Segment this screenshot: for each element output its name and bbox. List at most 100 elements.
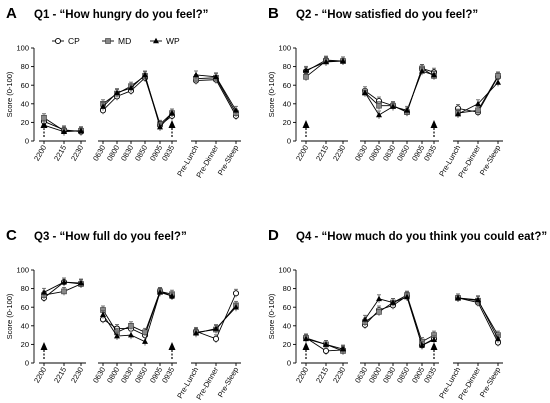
x-tick-label: 2230 — [331, 144, 347, 163]
y-axis-label: Score (0-100) — [5, 71, 14, 117]
data-point — [323, 341, 329, 347]
data-point — [41, 289, 47, 295]
data-point — [404, 293, 410, 300]
x-tick-label: 2215 — [314, 144, 330, 163]
panel-title: Q4 - “How much do you think you could ea… — [296, 231, 547, 243]
y-axis-label: Score (0-100) — [267, 71, 276, 117]
data-point — [455, 294, 461, 301]
data-point — [128, 331, 134, 338]
data-point — [213, 325, 219, 331]
series-md — [41, 279, 239, 337]
data-point — [340, 57, 346, 64]
data-point — [100, 311, 106, 317]
arrow-icon — [302, 342, 310, 350]
x-tick-label: 0630 — [353, 366, 369, 385]
data-point — [340, 345, 346, 352]
x-tick-label: 2200 — [32, 144, 48, 163]
y-tick-label: 40 — [21, 321, 29, 330]
y-axis-label: Score (0-100) — [267, 293, 276, 339]
x-tick-label: 0850 — [133, 366, 149, 385]
y-tick-label: 100 — [278, 44, 291, 53]
y-tick-label: 0 — [25, 137, 29, 146]
data-point — [495, 73, 501, 79]
arrow-icon — [168, 120, 176, 128]
x-tick-label: 0830 — [381, 366, 397, 385]
panel-d: D Q4 - “How much do you think you could e… — [267, 227, 547, 401]
x-tick-label: 2215 — [52, 144, 68, 163]
data-point — [114, 332, 120, 339]
y-tick-label: 0 — [25, 359, 29, 368]
data-point — [431, 71, 437, 78]
x-tick-label: 0935 — [160, 144, 176, 163]
series-line — [102, 291, 173, 343]
x-tick-label: 2230 — [69, 366, 85, 385]
panel-c: C Q3 - “How full do you feel?” 0 20 40 60 80 10… — [5, 227, 241, 401]
y-tick-label: 80 — [21, 62, 29, 71]
data-point — [303, 335, 309, 342]
y-tick-label: 100 — [278, 266, 291, 275]
data-point — [213, 73, 219, 80]
data-point — [362, 316, 368, 322]
data-point — [495, 79, 501, 85]
y-tick-label: 40 — [21, 99, 29, 108]
data-point — [233, 107, 239, 113]
series-cp — [302, 291, 502, 355]
panel-title: Q1 - “How hungry do you feel?” — [34, 9, 208, 21]
data-point — [303, 67, 309, 73]
x-tick-label: 2215 — [52, 366, 68, 385]
legend: CP MD WP — [52, 36, 180, 46]
data-point — [232, 290, 240, 297]
series-wp — [41, 277, 239, 346]
legend-marker — [54, 37, 62, 45]
data-point — [100, 103, 106, 109]
panel-b: B Q2 - “How satisfied do you feel?” 0 20 40 6… — [267, 5, 503, 179]
x-tick-label: 0850 — [395, 366, 411, 385]
x-tick-label: 2200 — [294, 144, 310, 163]
data-point — [404, 107, 410, 113]
x-tick-label: 0850 — [133, 144, 149, 163]
x-tick-label: 0800 — [367, 144, 383, 163]
y-tick-label: 80 — [21, 284, 29, 293]
data-point — [390, 103, 396, 109]
data-point — [303, 74, 309, 80]
series-wp — [41, 70, 239, 136]
x-tick-label: 0800 — [105, 366, 121, 385]
panel-letter: C — [6, 227, 17, 244]
x-tick-label: 0830 — [381, 144, 397, 163]
series-cp — [40, 73, 240, 136]
y-tick-label: 20 — [21, 118, 29, 127]
data-point — [419, 342, 425, 348]
x-tick-label: 0830 — [119, 366, 135, 385]
x-tick-label: 0935 — [422, 366, 438, 385]
panel-letter: D — [268, 227, 279, 244]
data-point — [475, 296, 481, 303]
data-point — [61, 278, 67, 285]
data-point — [128, 323, 134, 329]
data-point — [455, 110, 461, 117]
data-point — [128, 84, 134, 91]
data-point — [142, 338, 148, 344]
arrow-icon — [40, 342, 48, 350]
series-md — [303, 56, 501, 118]
data-point — [142, 329, 148, 336]
x-tick-label: 2200 — [294, 366, 310, 385]
y-tick-label: 40 — [283, 99, 291, 108]
panel-letter: A — [6, 5, 17, 22]
data-point — [193, 330, 199, 336]
data-point — [41, 114, 47, 121]
series-wp — [303, 56, 501, 119]
y-tick-label: 100 — [16, 44, 29, 53]
data-point — [169, 109, 175, 116]
data-point — [233, 304, 239, 310]
data-point — [495, 335, 501, 342]
legend-label: MD — [118, 36, 131, 46]
y-tick-label: 0 — [287, 359, 291, 368]
x-tick-label: 0630 — [91, 366, 107, 385]
y-tick-label: 40 — [283, 321, 291, 330]
panel-title: Q3 - “How full do you feel?” — [34, 231, 187, 243]
arrow-icon — [430, 342, 438, 350]
legend-marker — [153, 37, 159, 44]
series-cp — [40, 277, 240, 343]
data-point — [169, 292, 175, 299]
data-point — [322, 347, 330, 354]
